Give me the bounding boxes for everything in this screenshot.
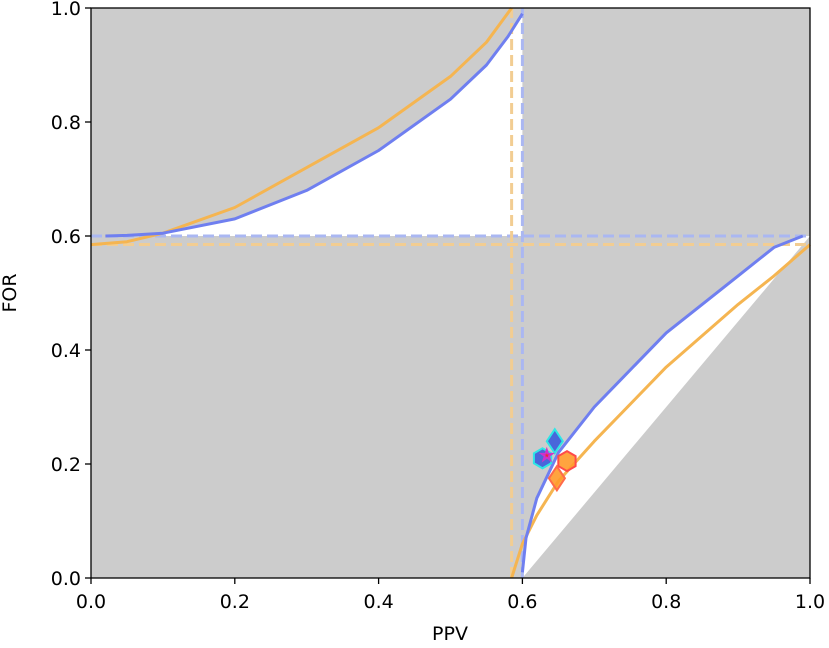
x-tick-label: 0.4: [363, 591, 393, 613]
series-curve-upper-curve: [90, 7, 513, 247]
plot-background: [91, 8, 810, 578]
x-axis-label: PPV: [432, 623, 468, 645]
x-tick-label: 0.8: [651, 591, 681, 613]
y-tick-label: 0.8: [51, 112, 81, 134]
series-curve-lower-curve: [520, 234, 804, 573]
x-tick-label: 0.6: [507, 591, 537, 613]
threshold-dashed-lines: [91, 8, 810, 578]
x-axis-ticks: 0.0 0.2 0.4 0.6 0.8 1.0: [76, 578, 825, 613]
y-axis-ticks: 0.0 0.2 0.4 0.6 0.8 1.0: [51, 0, 91, 590]
x-tick-label: 0.0: [76, 591, 106, 613]
y-tick-label: 0.4: [51, 340, 81, 362]
y-tick-label: 0.2: [51, 454, 81, 476]
feasible-region-upper-left: [105, 8, 523, 236]
markers-group: [532, 427, 577, 493]
series-curve-upper-curve: [105, 12, 524, 238]
marker-hexagon: [557, 449, 577, 473]
y-tick-label: 0.6: [51, 226, 81, 248]
feasible-region-lower-right: [522, 236, 810, 578]
marker-diamond: [547, 464, 567, 493]
x-tick-label: 1.0: [795, 591, 825, 613]
curves-group: [90, 7, 811, 579]
y-tick-label: 1.0: [51, 0, 81, 20]
x-tick-label: 0.2: [220, 591, 250, 613]
plot-frame: [90, 7, 811, 579]
marker-diamond: [545, 427, 565, 456]
y-tick-label: 0.0: [51, 568, 81, 590]
marker-star: [538, 446, 556, 463]
y-axis-label: FOR: [0, 273, 21, 312]
